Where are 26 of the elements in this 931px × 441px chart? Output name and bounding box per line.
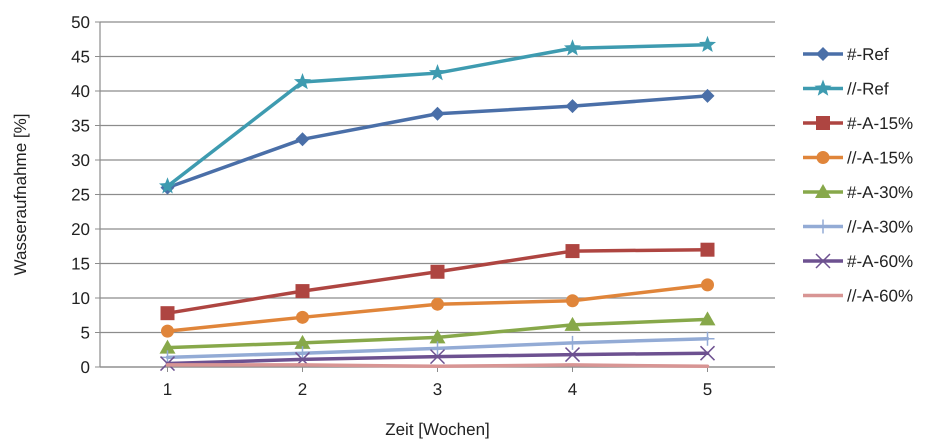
y-tick-label: 30: [71, 150, 90, 170]
y-axis-title: Wasseraufnahme [%]: [11, 114, 30, 276]
y-tick-label: 0: [80, 358, 90, 377]
legend-label: #-A-60%: [847, 252, 914, 271]
y-tick-label: 50: [71, 12, 90, 32]
legend-label: //-Ref: [847, 79, 889, 98]
legend-label: //-A-15%: [847, 148, 914, 168]
y-tick-label: 15: [71, 254, 90, 274]
legend-label: #-Ref: [847, 44, 889, 64]
legend-label: //-A-60%: [847, 286, 914, 306]
y-tick-label: 5: [80, 323, 90, 342]
y-tick-label: 20: [71, 220, 90, 239]
legend-label: #-A-30%: [847, 182, 914, 202]
y-tick-label: 35: [71, 116, 90, 136]
x-tick-label: 5: [702, 380, 712, 399]
x-axis-title: Zeit [Wochen]: [385, 420, 490, 439]
x-tick-label: 4: [568, 380, 578, 399]
y-tick-label: 40: [71, 82, 90, 101]
x-tick-label: 2: [298, 380, 308, 399]
x-tick-label: 3: [432, 380, 442, 399]
y-tick-label: 45: [71, 47, 90, 66]
legend-label: //-A-30%: [847, 217, 914, 236]
x-tick-label: 1: [162, 380, 172, 399]
legend-label: #-A-15%: [847, 114, 914, 133]
y-tick-label: 25: [71, 185, 90, 204]
y-tick-label: 10: [71, 288, 90, 308]
